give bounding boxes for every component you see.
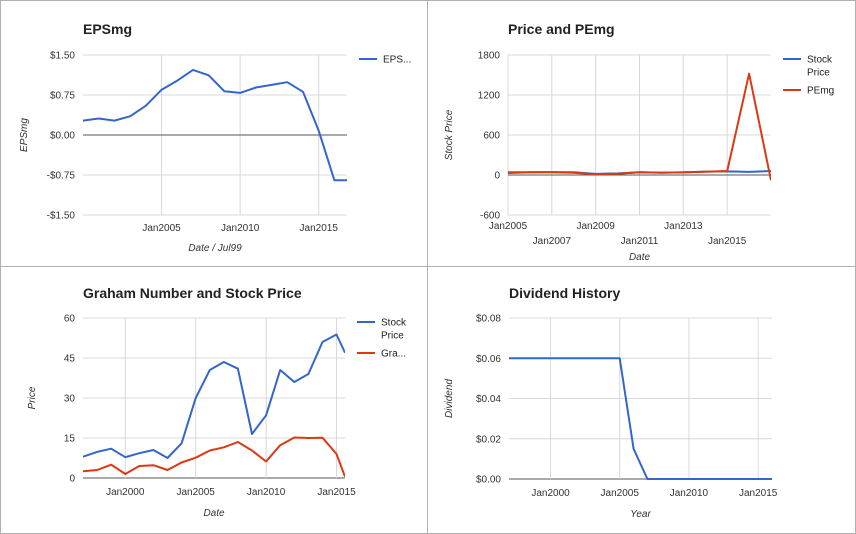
price_pe-legend-label-1: PEmg (807, 86, 834, 97)
price_pe-y-tick-1: 0 (494, 171, 500, 182)
graham-x-tick-3: Jan2015 (317, 487, 356, 498)
dividend-series-0-line (509, 357, 772, 480)
graham-y-tick-1: 15 (64, 434, 76, 445)
price_pe-x-tick-1: Jan2007 (533, 236, 572, 247)
price_pe-y-axis-label: Stock Price (444, 109, 455, 160)
dividend-y-tick-3: $0.06 (476, 354, 501, 365)
price_pe-legend-label-0: Stock Price (807, 55, 833, 79)
eps-y-tick-0: -$1.50 (47, 211, 76, 222)
graham-x-tick-2: Jan2010 (247, 487, 286, 498)
dividend-y-tick-1: $0.02 (476, 434, 501, 445)
graham-y-tick-0: 0 (69, 474, 75, 485)
graham-chart-panel: Graham Number and Stock Price 0 15 30 45 60 Ja… (0, 266, 428, 534)
graham-legend-label-1: Gra... (381, 349, 406, 360)
graham-chart: Graham Number and Stock Price 0 15 30 45 60 Ja… (27, 285, 407, 519)
price_pe-x-tick-4: Jan2013 (664, 221, 703, 232)
graham-x-axis-label: Date (203, 508, 225, 519)
price_pe-series-1-line (508, 72, 771, 181)
price_pe-title: Price and PEmg (508, 21, 615, 37)
dividend-y-tick-2: $0.04 (476, 394, 501, 405)
eps-x-tick-1: Jan2010 (221, 223, 260, 234)
dividend-title: Dividend History (509, 285, 620, 301)
dividend-y-tick-4: $0.08 (476, 314, 501, 325)
dividend-x-tick-1: Jan2005 (601, 488, 640, 499)
graham-title: Graham Number and Stock Price (83, 285, 302, 301)
eps-y-axis-label: EPSmg (19, 118, 30, 152)
price_pe-x-tick-3: Jan2011 (621, 236, 659, 247)
eps-legend-label-0: EPS... (383, 55, 411, 66)
graham-y-axis-label: Price (27, 386, 38, 409)
dividend-y-axis-label: Dividend (444, 379, 455, 418)
price_pe-x-axis-label: Date (629, 252, 651, 263)
eps-y-tick-4: $1.50 (50, 51, 75, 62)
eps-chart: EPSmg -$1.50 -$0.75 $0.00 $0.75 $1.50 Jan2005 J… (19, 21, 411, 254)
dividend-chart-panel: Dividend History $0.00 $0.02 $0.04 $0.06 $0.0… (427, 266, 856, 534)
eps-x-tick-2: Jan2015 (300, 223, 339, 234)
graham-y-tick-3: 45 (64, 354, 76, 365)
graham-legend-label-0: Stock Price (381, 318, 407, 342)
graham-y-tick-4: 60 (64, 314, 76, 325)
eps-x-tick-0: Jan2005 (142, 223, 181, 234)
price_pe-y-tick-2: 600 (483, 131, 500, 142)
graham-x-tick-0: Jan2000 (106, 487, 145, 498)
eps-title: EPSmg (83, 21, 132, 37)
dividend-x-tick-2: Jan2010 (670, 488, 709, 499)
dividend-x-tick-3: Jan2015 (739, 488, 778, 499)
eps-x-axis-label: Date / Jul99 (188, 243, 242, 254)
eps-series-0-line (83, 68, 347, 182)
dividend-chart: Dividend History $0.00 $0.02 $0.04 $0.06 $0.0… (444, 285, 778, 520)
eps-y-tick-3: $0.75 (50, 91, 75, 102)
dividend-x-axis-label: Year (630, 509, 651, 520)
price-pe-chart-panel: Price and PEmg -600 0 600 1200 1800 Jan2005 Jan… (427, 0, 856, 267)
dividend-y-tick-0: $0.00 (476, 475, 501, 486)
price-pe-chart: Price and PEmg -600 0 600 1200 1800 Jan2005 Jan… (444, 21, 834, 263)
eps-y-tick-2: $0.00 (50, 131, 75, 142)
price_pe-x-tick-2: Jan2009 (576, 221, 615, 232)
eps-chart-panel: EPSmg -$1.50 -$0.75 $0.00 $0.75 $1.50 Jan2005 J… (0, 0, 428, 267)
dividend-x-tick-0: Jan2000 (531, 488, 570, 499)
price_pe-y-tick-3: 1200 (478, 91, 501, 102)
price_pe-y-tick-0: -600 (480, 211, 500, 222)
price_pe-y-tick-4: 1800 (478, 51, 501, 62)
price_pe-x-tick-0: Jan2005 (489, 221, 528, 232)
price_pe-x-tick-5: Jan2015 (708, 236, 747, 247)
graham-series-0-line (83, 333, 345, 459)
graham-y-tick-2: 30 (64, 394, 76, 405)
eps-y-tick-1: -$0.75 (47, 171, 76, 182)
graham-x-tick-1: Jan2005 (177, 487, 216, 498)
graham-series-1-line (83, 436, 345, 478)
